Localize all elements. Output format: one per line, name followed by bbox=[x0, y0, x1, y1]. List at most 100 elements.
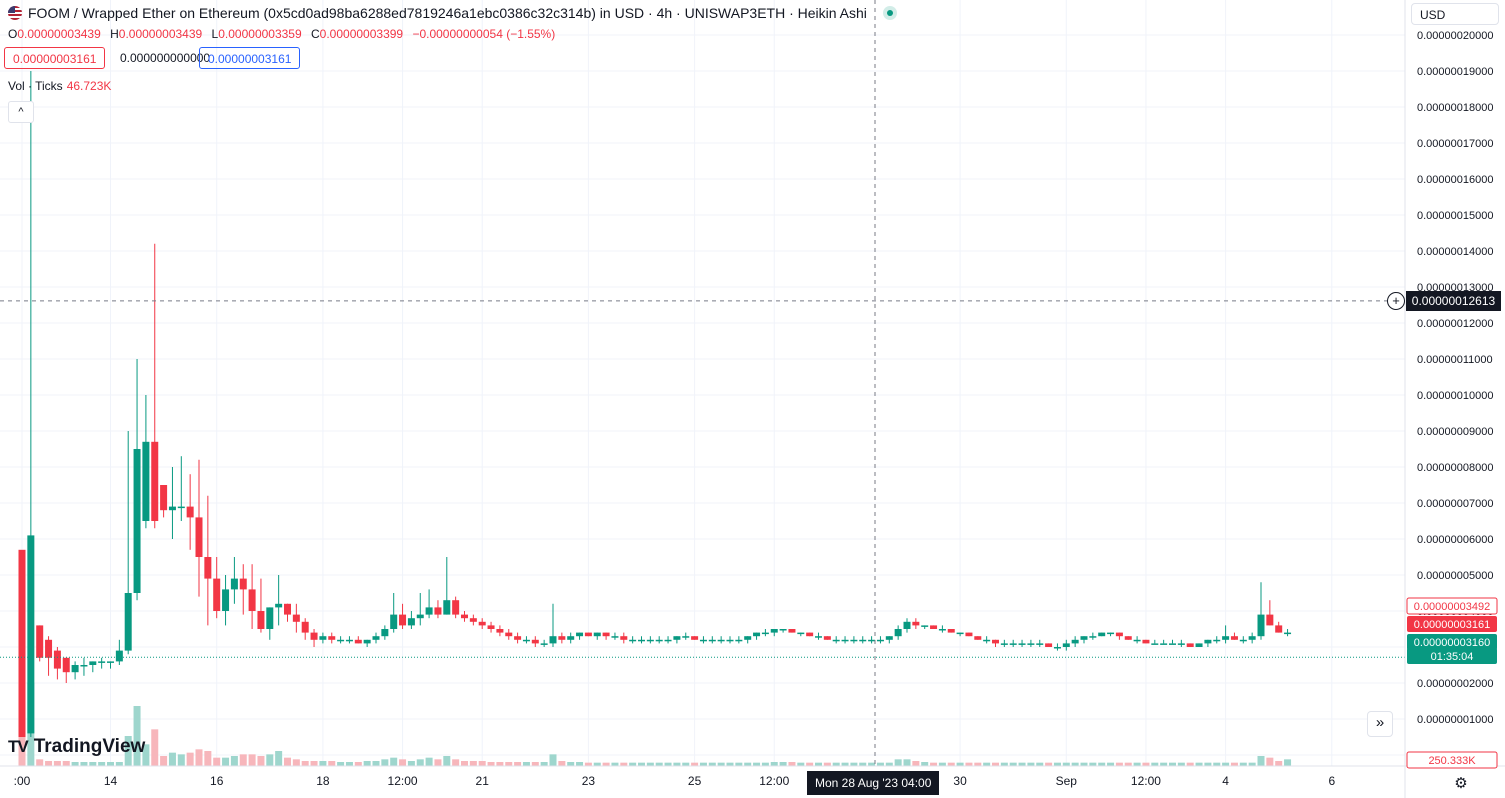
candle-body bbox=[1257, 614, 1265, 637]
y-tick-label: 0.00000018000 bbox=[1417, 102, 1493, 114]
candle-body bbox=[1018, 643, 1026, 645]
volume-bar bbox=[699, 762, 707, 766]
candle-body bbox=[18, 549, 26, 737]
candle-body bbox=[1107, 632, 1115, 635]
time-axis: :00 14 16 18 12:00 21 23 25 12:00 30 Sep 12:00 4 6 bbox=[0, 765, 1505, 788]
tradingview-logo[interactable]: TV TradingView bbox=[8, 736, 145, 758]
volume-bar bbox=[284, 757, 291, 766]
buy-price-button[interactable]: 0.00000003161 bbox=[199, 47, 301, 69]
candle-body bbox=[363, 639, 371, 644]
candle-body bbox=[27, 535, 35, 734]
volume-legend[interactable]: Vol · Ticks 46.723K bbox=[8, 79, 111, 93]
volume-bar bbox=[1195, 762, 1203, 766]
y-tick-label: 0.00000015000 bbox=[1417, 210, 1493, 222]
y-tick-label: 0.00000014000 bbox=[1417, 246, 1493, 258]
x-tick-label: 18 bbox=[316, 774, 330, 788]
low-value: 0.00000003359 bbox=[218, 27, 302, 41]
volume-bar bbox=[673, 762, 681, 766]
candle-body bbox=[691, 636, 699, 640]
volume-bar bbox=[1080, 762, 1088, 766]
candle-body bbox=[1009, 643, 1017, 645]
crosshair-price-label: 0.00000012613 bbox=[1406, 291, 1501, 311]
last-price-label: 0.00000003161 bbox=[1414, 619, 1490, 631]
symbol-title: FOOM / Wrapped Ether on Ethereum (0x5cd0… bbox=[28, 5, 867, 21]
volume-bar bbox=[779, 762, 787, 766]
last-price-label-box bbox=[1407, 616, 1497, 632]
volume-bar bbox=[1142, 762, 1150, 766]
live-dot-icon bbox=[882, 6, 897, 20]
volume-bar bbox=[638, 762, 645, 766]
volume-bar bbox=[80, 762, 88, 766]
volume-bar bbox=[416, 759, 424, 766]
volume-bar bbox=[1018, 762, 1026, 766]
chevron-up-icon[interactable]: ^ bbox=[8, 101, 34, 123]
volume-bar bbox=[761, 762, 769, 766]
candle-body bbox=[832, 639, 840, 642]
volume-bar bbox=[974, 762, 982, 766]
volume-bar bbox=[337, 762, 345, 766]
y-tick-label: 0.00000010000 bbox=[1417, 390, 1493, 402]
sell-price-button[interactable]: 0.00000003161 bbox=[4, 47, 106, 69]
candle-body bbox=[115, 650, 123, 662]
candle-body bbox=[407, 618, 415, 626]
volume-bar bbox=[930, 762, 938, 766]
volume-bar bbox=[1257, 756, 1265, 766]
candle-body bbox=[717, 639, 725, 642]
volume-bar bbox=[744, 762, 752, 766]
candle-body bbox=[1000, 643, 1008, 645]
volume-bar bbox=[328, 761, 336, 766]
candle-body bbox=[1036, 643, 1044, 645]
candle-body bbox=[478, 621, 486, 626]
candle-body bbox=[53, 650, 61, 669]
currency-select[interactable]: USD bbox=[1411, 3, 1499, 25]
volume-bar bbox=[1053, 762, 1061, 766]
volume-bar bbox=[1115, 762, 1123, 766]
y-tick-label: 0.00000011000 bbox=[1417, 354, 1493, 366]
candle-body bbox=[266, 607, 274, 629]
volume-bar bbox=[115, 762, 123, 766]
candles bbox=[18, 71, 1292, 737]
candle-body bbox=[71, 665, 79, 673]
volume-bar bbox=[213, 757, 221, 766]
volume-bar bbox=[177, 754, 185, 766]
candle-body bbox=[434, 607, 442, 615]
candle-body bbox=[354, 639, 362, 644]
x-tick-label: Sep bbox=[1056, 774, 1078, 788]
candle-body bbox=[593, 632, 601, 637]
candle-body bbox=[735, 639, 743, 642]
candle-body bbox=[1230, 636, 1238, 640]
candle-body bbox=[584, 632, 592, 637]
candle-body bbox=[1239, 639, 1247, 642]
plus-circle-icon[interactable]: + bbox=[1387, 292, 1405, 310]
candle-body bbox=[399, 614, 407, 626]
volume-bar bbox=[708, 762, 716, 766]
candle-body bbox=[797, 632, 805, 635]
symbol-header[interactable]: FOOM / Wrapped Ether on Ethereum (0x5cd0… bbox=[8, 5, 897, 21]
volume-bar bbox=[611, 762, 619, 766]
gear-icon[interactable]: ⚙ bbox=[1454, 775, 1468, 792]
volume-bar bbox=[266, 754, 274, 766]
volume-bar bbox=[894, 759, 902, 766]
volume-bar bbox=[53, 761, 61, 766]
candle-body bbox=[45, 639, 53, 658]
volume-bar bbox=[646, 762, 654, 766]
volume-bar bbox=[151, 729, 159, 766]
volume-bar bbox=[522, 762, 530, 766]
volume-bar bbox=[947, 762, 955, 766]
candle-body bbox=[328, 636, 336, 640]
volume-bar bbox=[531, 762, 539, 766]
volume-bar bbox=[682, 762, 690, 766]
candle-body bbox=[345, 639, 353, 642]
double-chevron-right-icon[interactable]: » bbox=[1367, 711, 1393, 737]
high-marker-label-box bbox=[1406, 597, 1498, 615]
y-tick-label: 0.00000007000 bbox=[1417, 498, 1493, 510]
candle-body bbox=[638, 639, 645, 642]
high-key: H bbox=[110, 27, 119, 41]
volume-bar bbox=[602, 762, 610, 766]
candle-body bbox=[664, 639, 672, 642]
volume-bar bbox=[363, 761, 371, 766]
candle-body bbox=[98, 661, 106, 663]
candle-body bbox=[522, 639, 530, 642]
candle-body bbox=[284, 603, 291, 615]
